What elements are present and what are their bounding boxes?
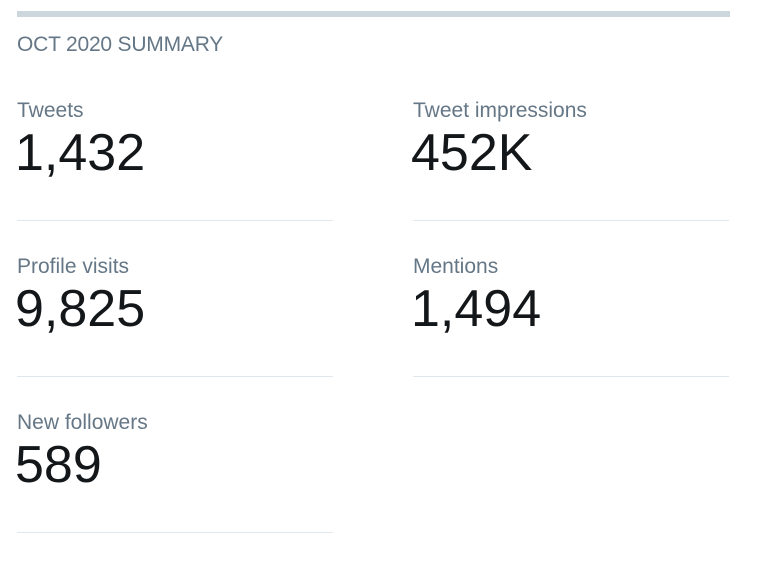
divider xyxy=(413,220,729,221)
top-bar xyxy=(17,11,730,17)
divider xyxy=(17,532,333,533)
divider xyxy=(17,220,333,221)
stat-value: 1,432 xyxy=(15,124,146,182)
stat-label: New followers xyxy=(17,411,148,434)
summary-page: OCT 2020 SUMMARY Tweets 1,432 Tweet impres… xyxy=(15,11,730,533)
divider xyxy=(413,376,729,377)
stat-label: Profile visits xyxy=(17,255,130,278)
stat-label: Tweet impressions xyxy=(413,99,587,122)
stat-item: Tweets 1,432 xyxy=(15,99,333,255)
stat-value: 1,494 xyxy=(411,280,542,338)
stat-item: New followers 589 xyxy=(15,411,333,567)
stat-value: 589 xyxy=(15,436,102,494)
stat-item: Mentions 1,494 xyxy=(411,255,729,411)
stat-item: Profile visits 9,825 xyxy=(15,255,333,411)
stat-value: 9,825 xyxy=(15,280,146,338)
stat-label: Tweets xyxy=(17,99,84,122)
summary-title: OCT 2020 SUMMARY xyxy=(17,33,224,56)
stat-item: Tweet impressions 452K xyxy=(411,99,729,255)
stat-label: Mentions xyxy=(413,255,499,278)
stat-value: 452K xyxy=(411,124,533,182)
divider xyxy=(17,376,333,377)
